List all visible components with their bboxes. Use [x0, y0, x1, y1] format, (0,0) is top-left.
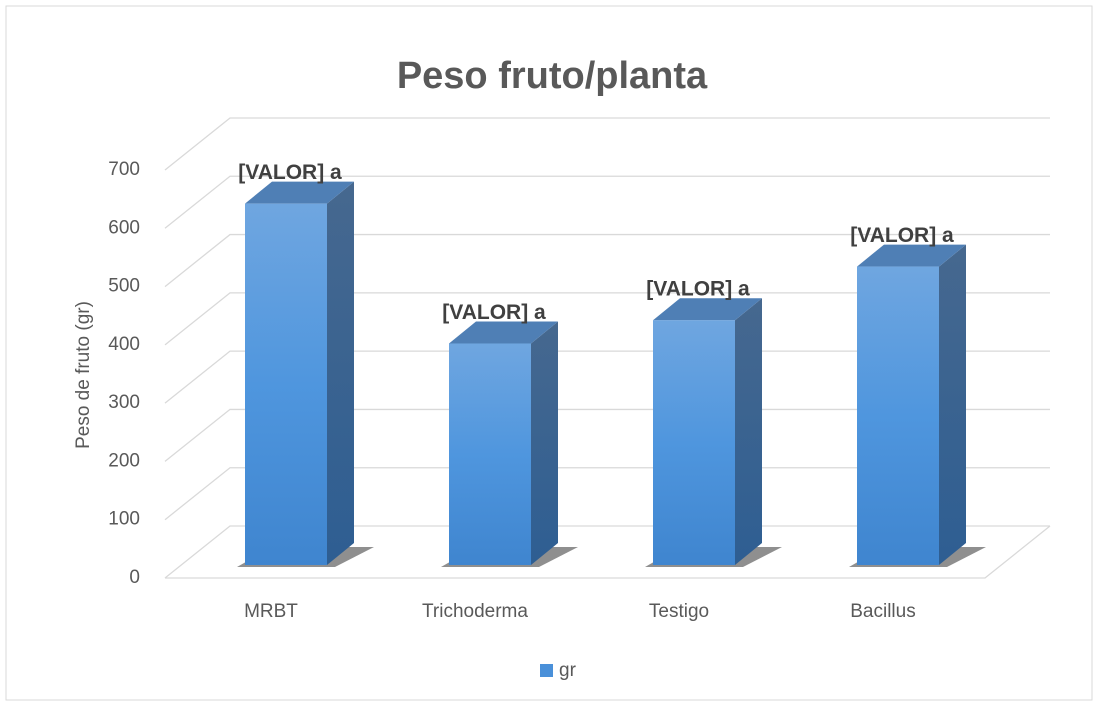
- y-tick-label: 600: [108, 217, 140, 238]
- y-tick-label: 0: [129, 567, 140, 588]
- chart-title: Peso fruto/planta: [397, 55, 708, 97]
- bar-top: [857, 244, 966, 267]
- x-tick-label: Bacillus: [850, 601, 915, 622]
- bar-side: [939, 244, 966, 565]
- x-tick-label: Trichoderma: [422, 601, 528, 622]
- bar-side: [531, 321, 558, 565]
- bar: [857, 266, 939, 565]
- grid-line: [164, 175, 1050, 229]
- floor-edge: [165, 525, 1051, 579]
- bar: [245, 203, 327, 565]
- x-tick-label: Testigo: [649, 601, 709, 622]
- grid-line: [164, 408, 1050, 462]
- grid-line: [164, 467, 1050, 521]
- grid-line: [164, 233, 1050, 288]
- bar-top: [653, 298, 762, 321]
- data-label: [VALOR] a: [238, 161, 342, 184]
- bar-side: [735, 298, 762, 565]
- bar: [653, 320, 735, 565]
- data-label: [VALOR] a: [442, 301, 546, 324]
- y-tick-label: 500: [108, 276, 140, 297]
- grid-line: [164, 117, 1050, 171]
- bar-top: [449, 321, 558, 344]
- data-label: [VALOR] a: [850, 224, 954, 247]
- bar-top: [245, 181, 354, 204]
- legend-label: gr: [559, 660, 577, 681]
- legend-swatch: [540, 664, 553, 677]
- bar-side: [327, 181, 354, 565]
- y-axis-label: Peso de fruto (gr): [73, 301, 94, 449]
- y-tick-label: 400: [108, 334, 140, 355]
- x-tick-label: MRBT: [244, 601, 298, 622]
- grid-line: [164, 292, 1050, 346]
- grid-line: [164, 525, 1050, 579]
- y-tick-label: 200: [108, 450, 140, 471]
- bar: [449, 343, 531, 565]
- y-tick-label: 100: [108, 509, 140, 530]
- grid-line: [164, 350, 1050, 404]
- y-tick-label: 300: [108, 392, 140, 413]
- data-label: [VALOR] a: [646, 278, 750, 301]
- y-tick-label: 700: [108, 159, 140, 180]
